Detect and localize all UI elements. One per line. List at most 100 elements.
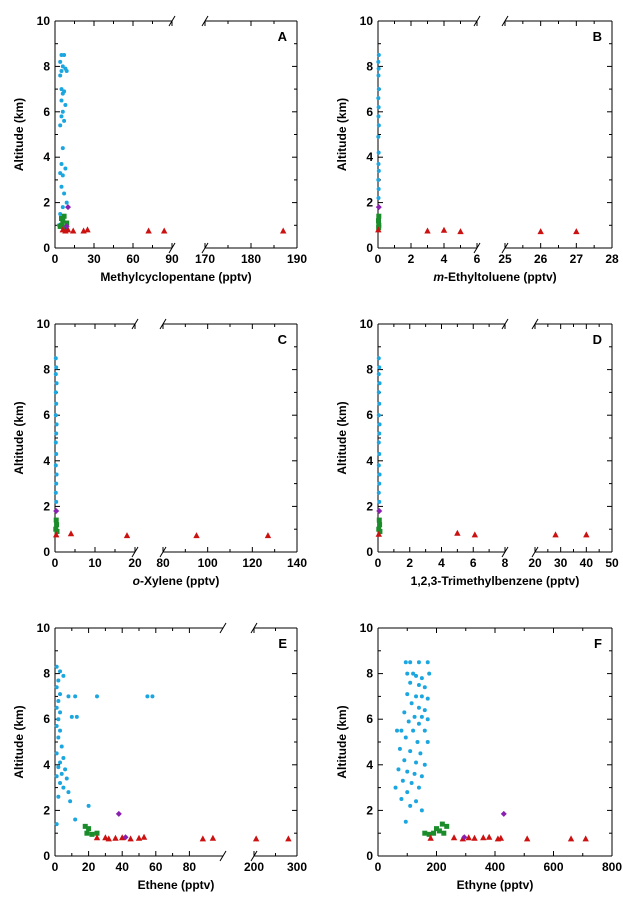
- data-point-surface: [93, 834, 101, 841]
- data-point-aircraft: [58, 669, 63, 674]
- data-point-aircraft: [396, 767, 401, 772]
- data-point-aircraft: [397, 746, 402, 751]
- data-point-aircraft: [376, 59, 381, 64]
- data-point-other: [53, 507, 60, 514]
- data-point-surface: [105, 835, 112, 842]
- data-point-other: [376, 507, 383, 514]
- y-tick-label: 4: [43, 150, 50, 164]
- y-tick-label: 10: [37, 14, 51, 28]
- data-point-surface: [480, 834, 487, 841]
- axis-break-mark: [219, 850, 227, 862]
- data-point-aircraft: [376, 356, 381, 361]
- x-tick-label: 100: [198, 556, 218, 570]
- x-tick-label: 28: [605, 252, 619, 266]
- data-point-aircraft: [376, 372, 381, 377]
- data-point-surface: [140, 833, 148, 840]
- data-point-aircraft: [411, 671, 416, 676]
- data-point-aircraft: [74, 714, 79, 719]
- data-point-aircraft: [405, 671, 410, 676]
- x-tick-label: 2: [408, 252, 415, 266]
- x-tick-label: 2: [406, 556, 413, 570]
- data-point-aircraft: [95, 694, 99, 699]
- y-axis-title: Altitude (km): [12, 98, 26, 171]
- y-tick-label: 2: [366, 803, 373, 817]
- y-tick-label: 6: [43, 712, 50, 726]
- y-axis-title: Altitude (km): [335, 401, 349, 474]
- data-point-aircraft: [64, 68, 69, 73]
- data-point-aircraft: [395, 728, 400, 733]
- data-point-surface: [112, 834, 119, 841]
- data-point-aircraft: [73, 694, 78, 699]
- data-point-surface: [427, 834, 434, 841]
- data-point-other: [122, 834, 129, 841]
- data-point-aircraft: [56, 717, 61, 722]
- data-point-aircraft: [54, 499, 59, 504]
- data-point-aircraft: [376, 168, 381, 173]
- data-point-surface: [573, 228, 580, 235]
- data-point-aircraft: [376, 177, 381, 182]
- data-point-aircraft: [56, 678, 61, 683]
- data-point-ship: [375, 218, 381, 224]
- panel-a: 0 2 4 6 8 10 0 30 60 90 170 180 190 Methylcyclopentan…: [12, 14, 307, 284]
- data-point-aircraft: [399, 728, 404, 733]
- data-point-aircraft: [425, 660, 430, 665]
- data-point-aircraft: [58, 760, 63, 765]
- data-point-surface: [537, 228, 544, 235]
- data-point-aircraft: [63, 166, 68, 171]
- x-tick-label: 800: [602, 860, 622, 874]
- data-point-aircraft: [412, 714, 417, 719]
- data-point-aircraft: [58, 692, 63, 697]
- data-point-surface: [264, 532, 272, 539]
- data-point-aircraft: [377, 481, 382, 486]
- data-point-aircraft: [53, 463, 58, 468]
- x-tick-label: 0: [52, 556, 59, 570]
- data-point-ship: [444, 823, 450, 829]
- x-tick-label: 60: [149, 860, 163, 874]
- data-point-aircraft: [54, 472, 59, 477]
- data-point-aircraft: [63, 102, 68, 107]
- panel-letter: D: [593, 332, 602, 347]
- data-point-aircraft: [54, 724, 59, 729]
- y-tick-label: 4: [366, 454, 373, 468]
- y-tick-label: 8: [43, 59, 50, 73]
- data-point-aircraft: [422, 685, 427, 690]
- data-point-aircraft: [150, 694, 155, 699]
- data-point-ship: [86, 826, 92, 832]
- data-point-aircraft: [414, 673, 419, 678]
- data-point-surface: [440, 226, 448, 233]
- data-point-aircraft: [422, 762, 427, 767]
- data-point-aircraft: [56, 698, 61, 703]
- data-point-other: [461, 834, 468, 841]
- data-point-aircraft: [73, 817, 78, 822]
- data-point-aircraft: [59, 184, 64, 189]
- data-point-aircraft: [425, 696, 430, 701]
- y-tick-label: 0: [43, 545, 50, 559]
- data-point-aircraft: [53, 356, 58, 361]
- y-tick-label: 8: [43, 667, 50, 681]
- data-point-surface: [471, 834, 478, 841]
- data-point-aircraft: [376, 463, 381, 468]
- data-point-aircraft: [409, 701, 414, 706]
- data-point-aircraft: [402, 710, 407, 715]
- data-point-aircraft: [376, 87, 381, 92]
- data-point-surface: [199, 835, 207, 842]
- data-point-other: [500, 810, 507, 817]
- data-point-aircraft: [422, 728, 427, 733]
- data-point-aircraft: [376, 390, 381, 395]
- data-point-aircraft: [376, 105, 381, 110]
- data-point-aircraft: [59, 87, 64, 92]
- data-point-aircraft: [54, 365, 59, 370]
- data-point-aircraft: [53, 413, 58, 418]
- data-point-ship: [439, 821, 445, 827]
- data-point-aircraft: [54, 381, 59, 386]
- data-point-aircraft: [54, 664, 59, 669]
- data-point-aircraft: [58, 73, 63, 78]
- data-point-aircraft: [419, 774, 424, 779]
- data-point-aircraft: [376, 53, 381, 58]
- data-point-aircraft: [54, 685, 59, 690]
- data-point-surface: [135, 834, 143, 841]
- y-axis-title: Altitude (km): [12, 401, 26, 474]
- data-point-aircraft: [377, 499, 382, 504]
- y-tick-label: 6: [43, 408, 50, 422]
